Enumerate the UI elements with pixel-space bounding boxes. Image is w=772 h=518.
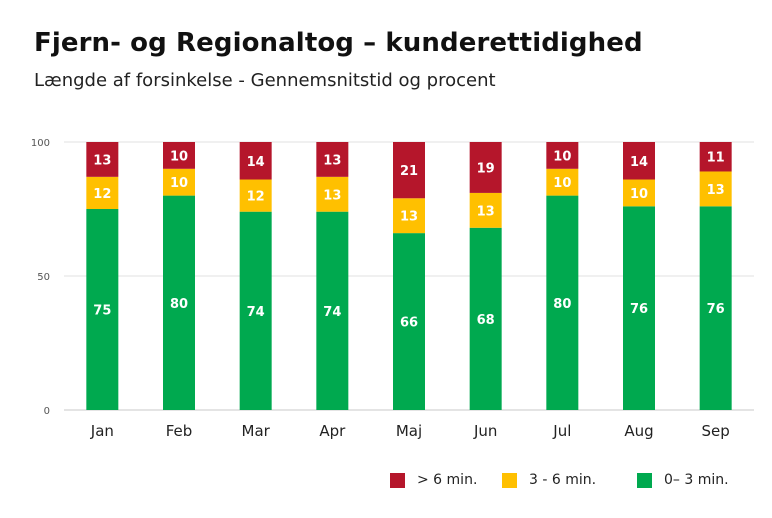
bar-sep-3-6-min [699,171,732,207]
bar-mar-6-min [239,142,272,180]
bar-sep-6-min [699,142,732,172]
chart-subtitle: Længde af forsinkelse - Gennemsnitstid o… [34,70,496,91]
bar-aug-0-3-min [623,206,655,410]
x-tick-label-jun: Jun [473,422,497,440]
legend-label-over-6-min: > 6 min. [417,472,478,488]
x-tick-label-maj: Maj [396,422,422,440]
bar-feb-0-3-min [163,195,195,410]
bar-jun-6-min [469,142,502,193]
bar-label-maj-6-min: 21 [400,164,418,179]
x-tick-label-apr: Apr [319,422,346,440]
bar-maj-3-6-min [393,198,425,234]
legend-item-0-3-min: 0– 3 min. [637,472,729,488]
x-tick-label-feb: Feb [166,422,193,440]
bar-label-jul-3-6-min: 10 [553,176,571,191]
bar-feb-3-6-min [163,168,195,196]
bar-label-jan-0-3-min: 75 [93,304,111,319]
bar-jul-3-6-min [546,168,579,196]
bar-maj-0-3-min [393,233,425,410]
bar-label-jun-0-3-min: 68 [477,313,495,328]
bar-jul-0-3-min [546,195,579,410]
bar-aug-6-min [623,142,655,180]
bar-label-jun-3-6-min: 13 [477,204,495,219]
legend-label-3-6-min: 3 - 6 min. [529,472,597,488]
bar-sep-0-3-min [699,206,732,410]
bar-jan-3-6-min [86,176,119,209]
bar-label-feb-6-min: 10 [170,149,188,164]
y-tick-label-0: 0 [44,406,50,417]
bar-label-maj-3-6-min: 13 [400,210,418,225]
x-tick-label-aug: Aug [624,422,653,440]
bar-jun-0-3-min [469,227,502,410]
bar-jul-6-min [546,142,579,169]
bar-label-sep-3-6-min: 13 [707,183,725,198]
bar-label-apr-0-3-min: 74 [323,305,341,320]
legend-swatch-over-6-min [390,472,405,488]
bar-mar-0-3-min [239,211,272,410]
x-tick-label-sep: Sep [702,422,730,440]
bar-label-sep-6-min: 11 [707,151,725,166]
bar-apr-3-6-min [316,176,349,212]
legend-item-over-6-min: > 6 min. [390,472,477,488]
legend-swatch-3-6-min [502,472,517,488]
bar-maj-6-min [393,142,425,199]
bar-label-mar-3-6-min: 12 [247,190,265,205]
x-tick-label-jan: Jan [90,422,114,440]
chart-title: Fjern- og Regionaltog – kunderettidighed [34,28,643,58]
bar-label-jul-6-min: 10 [553,149,571,164]
bar-label-sep-0-3-min: 76 [707,302,725,317]
bar-label-jan-3-6-min: 12 [93,187,111,202]
legend-label-0-3-min: 0– 3 min. [664,472,729,488]
bar-label-jul-0-3-min: 80 [553,297,571,312]
bar-jan-6-min [86,142,119,177]
bar-aug-3-6-min [623,179,655,207]
bar-label-mar-0-3-min: 74 [247,305,265,320]
bar-jan-0-3-min [86,209,119,410]
bar-label-aug-3-6-min: 10 [630,187,648,202]
bar-label-aug-0-3-min: 76 [630,302,648,317]
bar-label-aug-6-min: 14 [630,155,648,170]
bar-label-feb-0-3-min: 80 [170,297,188,312]
y-tick-label-50: 50 [37,272,50,283]
legend-swatch-0-3-min [637,472,652,488]
bar-label-jan-6-min: 13 [93,153,111,168]
bar-mar-3-6-min [239,179,272,212]
bar-label-feb-3-6-min: 10 [170,176,188,191]
x-tick-label-mar: Mar [242,422,271,440]
bar-jun-3-6-min [469,192,502,228]
y-tick-label-100: 100 [31,138,50,149]
bar-label-maj-0-3-min: 66 [400,316,418,331]
bar-apr-6-min [316,142,349,177]
bar-label-mar-6-min: 14 [247,155,265,170]
bar-feb-6-min [163,142,195,169]
legend-item-3-6-min: 3 - 6 min. [502,472,596,488]
bar-label-jun-6-min: 19 [477,161,495,176]
x-tick-label-jul: Jul [552,422,571,440]
bar-label-apr-6-min: 13 [323,153,341,168]
bar-apr-0-3-min [316,211,349,410]
bar-label-apr-3-6-min: 13 [323,188,341,203]
